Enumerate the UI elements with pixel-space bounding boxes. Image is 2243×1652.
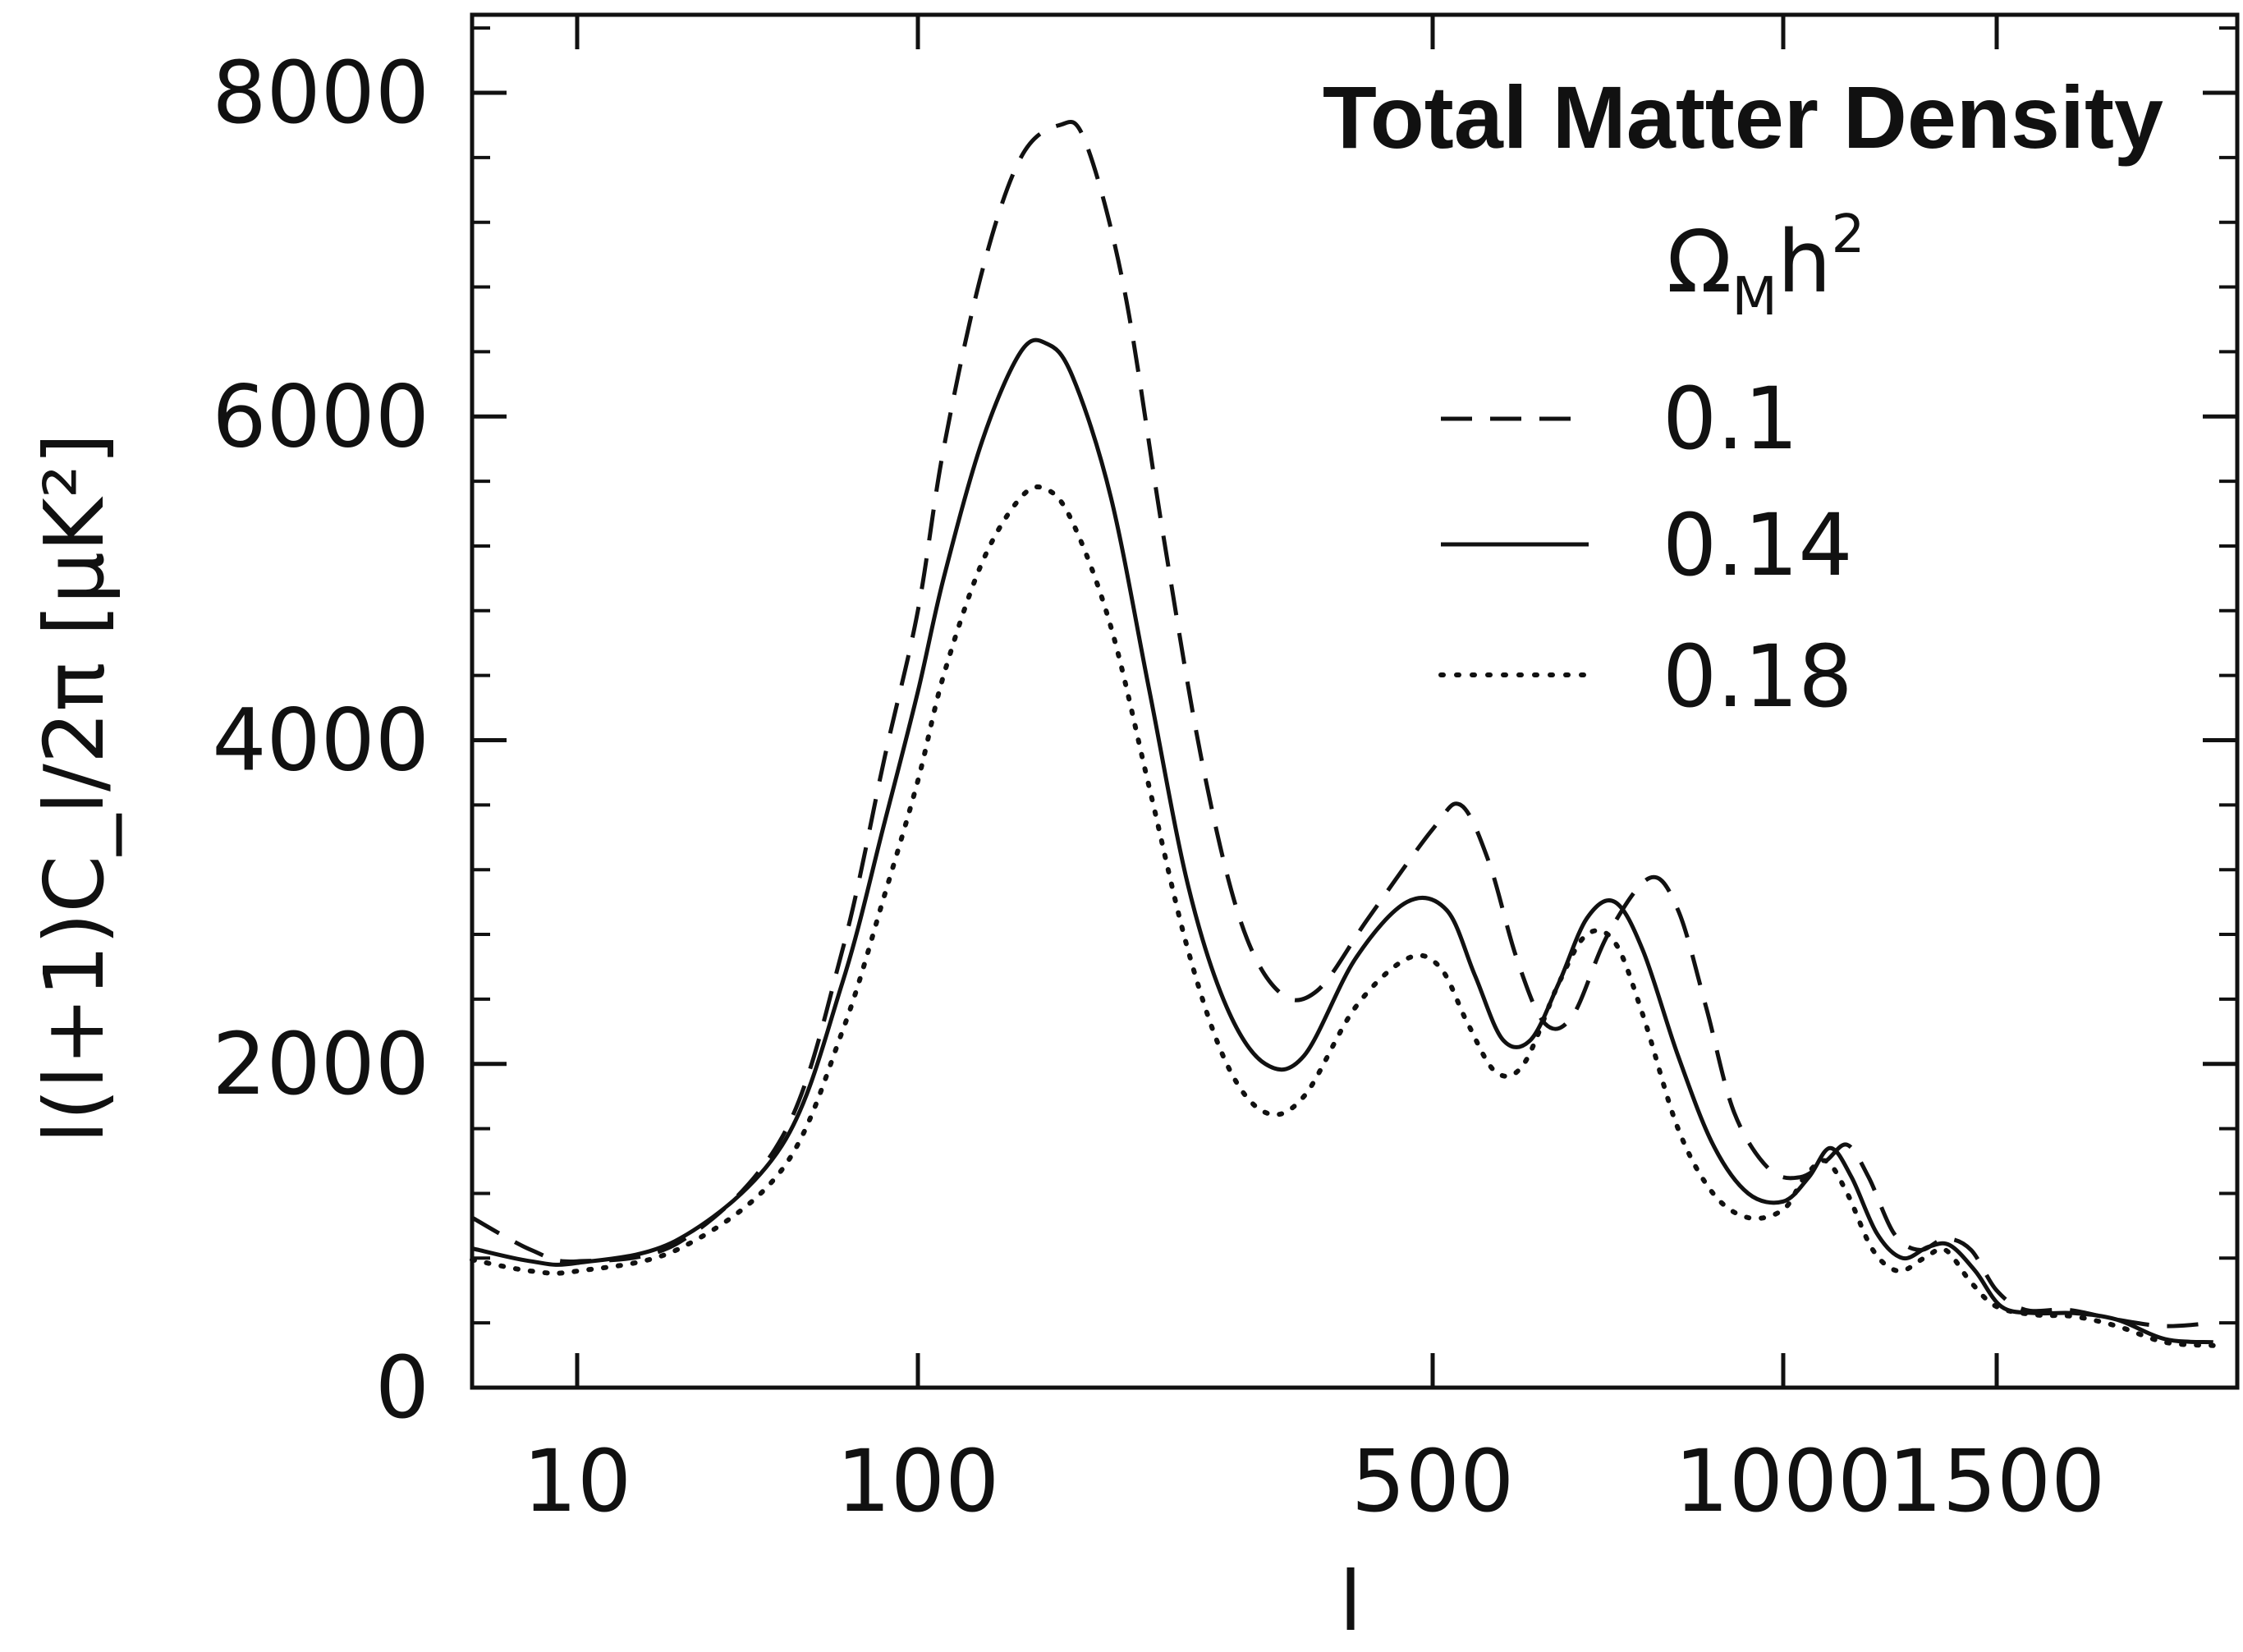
y-axis-label: l(l+1)C_l/2π [μK²] [26, 433, 122, 1143]
y-tick-label: 8000 [212, 43, 429, 143]
legend-title-h: h [1777, 212, 1832, 312]
legend-label-series-2: 0.14 [1663, 495, 1853, 595]
x-tick-label: 500 [1351, 1431, 1515, 1531]
legend-title-omega: Ω [1667, 212, 1732, 312]
legend-title-sub: M [1732, 267, 1777, 328]
data-series [470, 120, 2216, 1348]
series-line-2 [471, 337, 2213, 1345]
series-line-1 [470, 120, 2213, 1328]
legend: ΩMh2 0.1 0.14 0.18 [1438, 204, 1865, 727]
x-axis-label: l [1339, 1553, 1362, 1650]
series-line-3 [470, 484, 2216, 1348]
plot-border [470, 12, 2240, 1390]
chart-title: Total Matter Density [1323, 67, 2163, 167]
x-tick-label: 10 [523, 1431, 631, 1531]
x-tick-label: 100 [837, 1431, 1000, 1531]
legend-label-series-3: 0.18 [1663, 626, 1853, 727]
y-tick-label: 0 [375, 1338, 429, 1438]
y-tick-label: 2000 [212, 1014, 429, 1114]
plot-frame [470, 12, 2240, 1390]
axis-ticks [472, 15, 2237, 1390]
y-tick-label: 4000 [212, 691, 429, 791]
x-tick-label: 1500 [1888, 1431, 2106, 1531]
legend-title: ΩMh2 [1667, 204, 1865, 328]
x-tick-label: 1000 [1675, 1431, 1892, 1531]
legend-label-series-1: 0.1 [1663, 369, 1798, 469]
legend-title-sup: 2 [1832, 204, 1865, 265]
y-tick-label: 6000 [212, 366, 429, 466]
